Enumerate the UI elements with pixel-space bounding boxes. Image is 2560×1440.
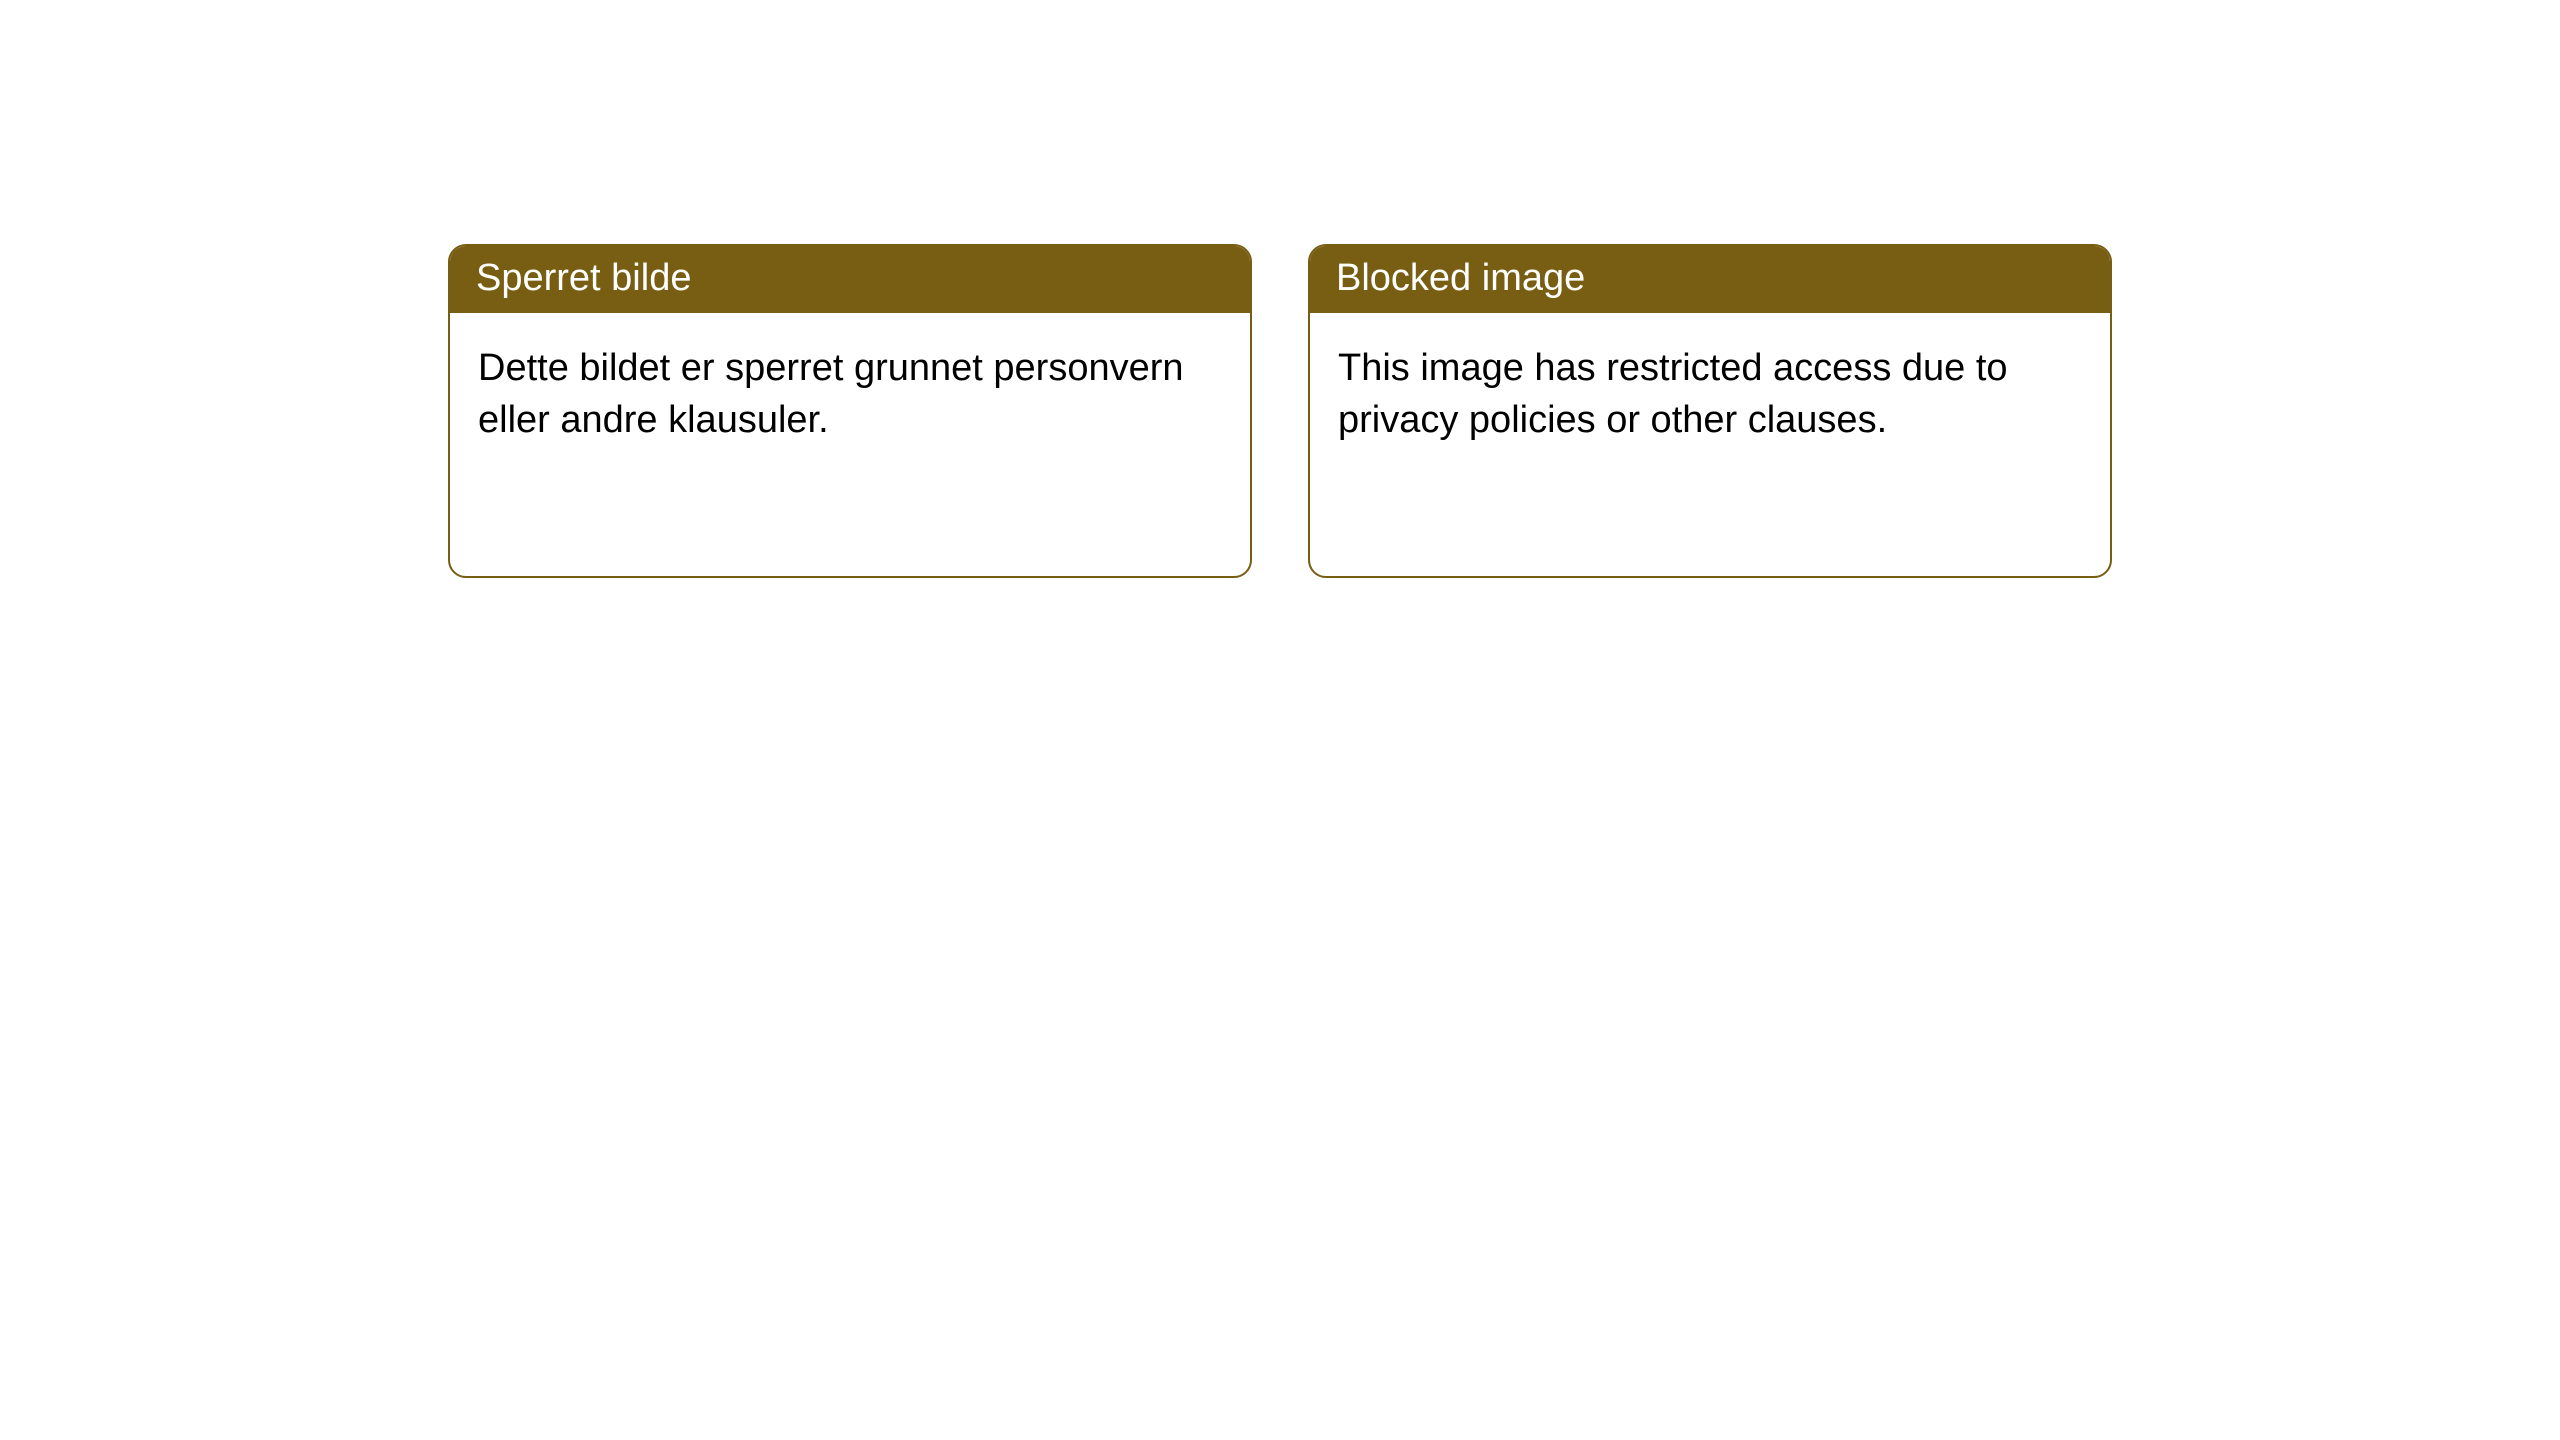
card-message: This image has restricted access due to … [1338, 347, 2008, 440]
card-header: Blocked image [1310, 246, 2110, 313]
card-header: Sperret bilde [450, 246, 1250, 313]
card-message: Dette bildet er sperret grunnet personve… [478, 347, 1184, 440]
card-body: Dette bildet er sperret grunnet personve… [450, 313, 1250, 476]
notice-card-norwegian: Sperret bilde Dette bildet er sperret gr… [448, 244, 1252, 578]
card-title: Blocked image [1336, 257, 1585, 299]
notice-card-english: Blocked image This image has restricted … [1308, 244, 2112, 578]
notice-container: Sperret bilde Dette bildet er sperret gr… [0, 0, 2560, 578]
card-body: This image has restricted access due to … [1310, 313, 2110, 476]
card-title: Sperret bilde [476, 257, 691, 299]
